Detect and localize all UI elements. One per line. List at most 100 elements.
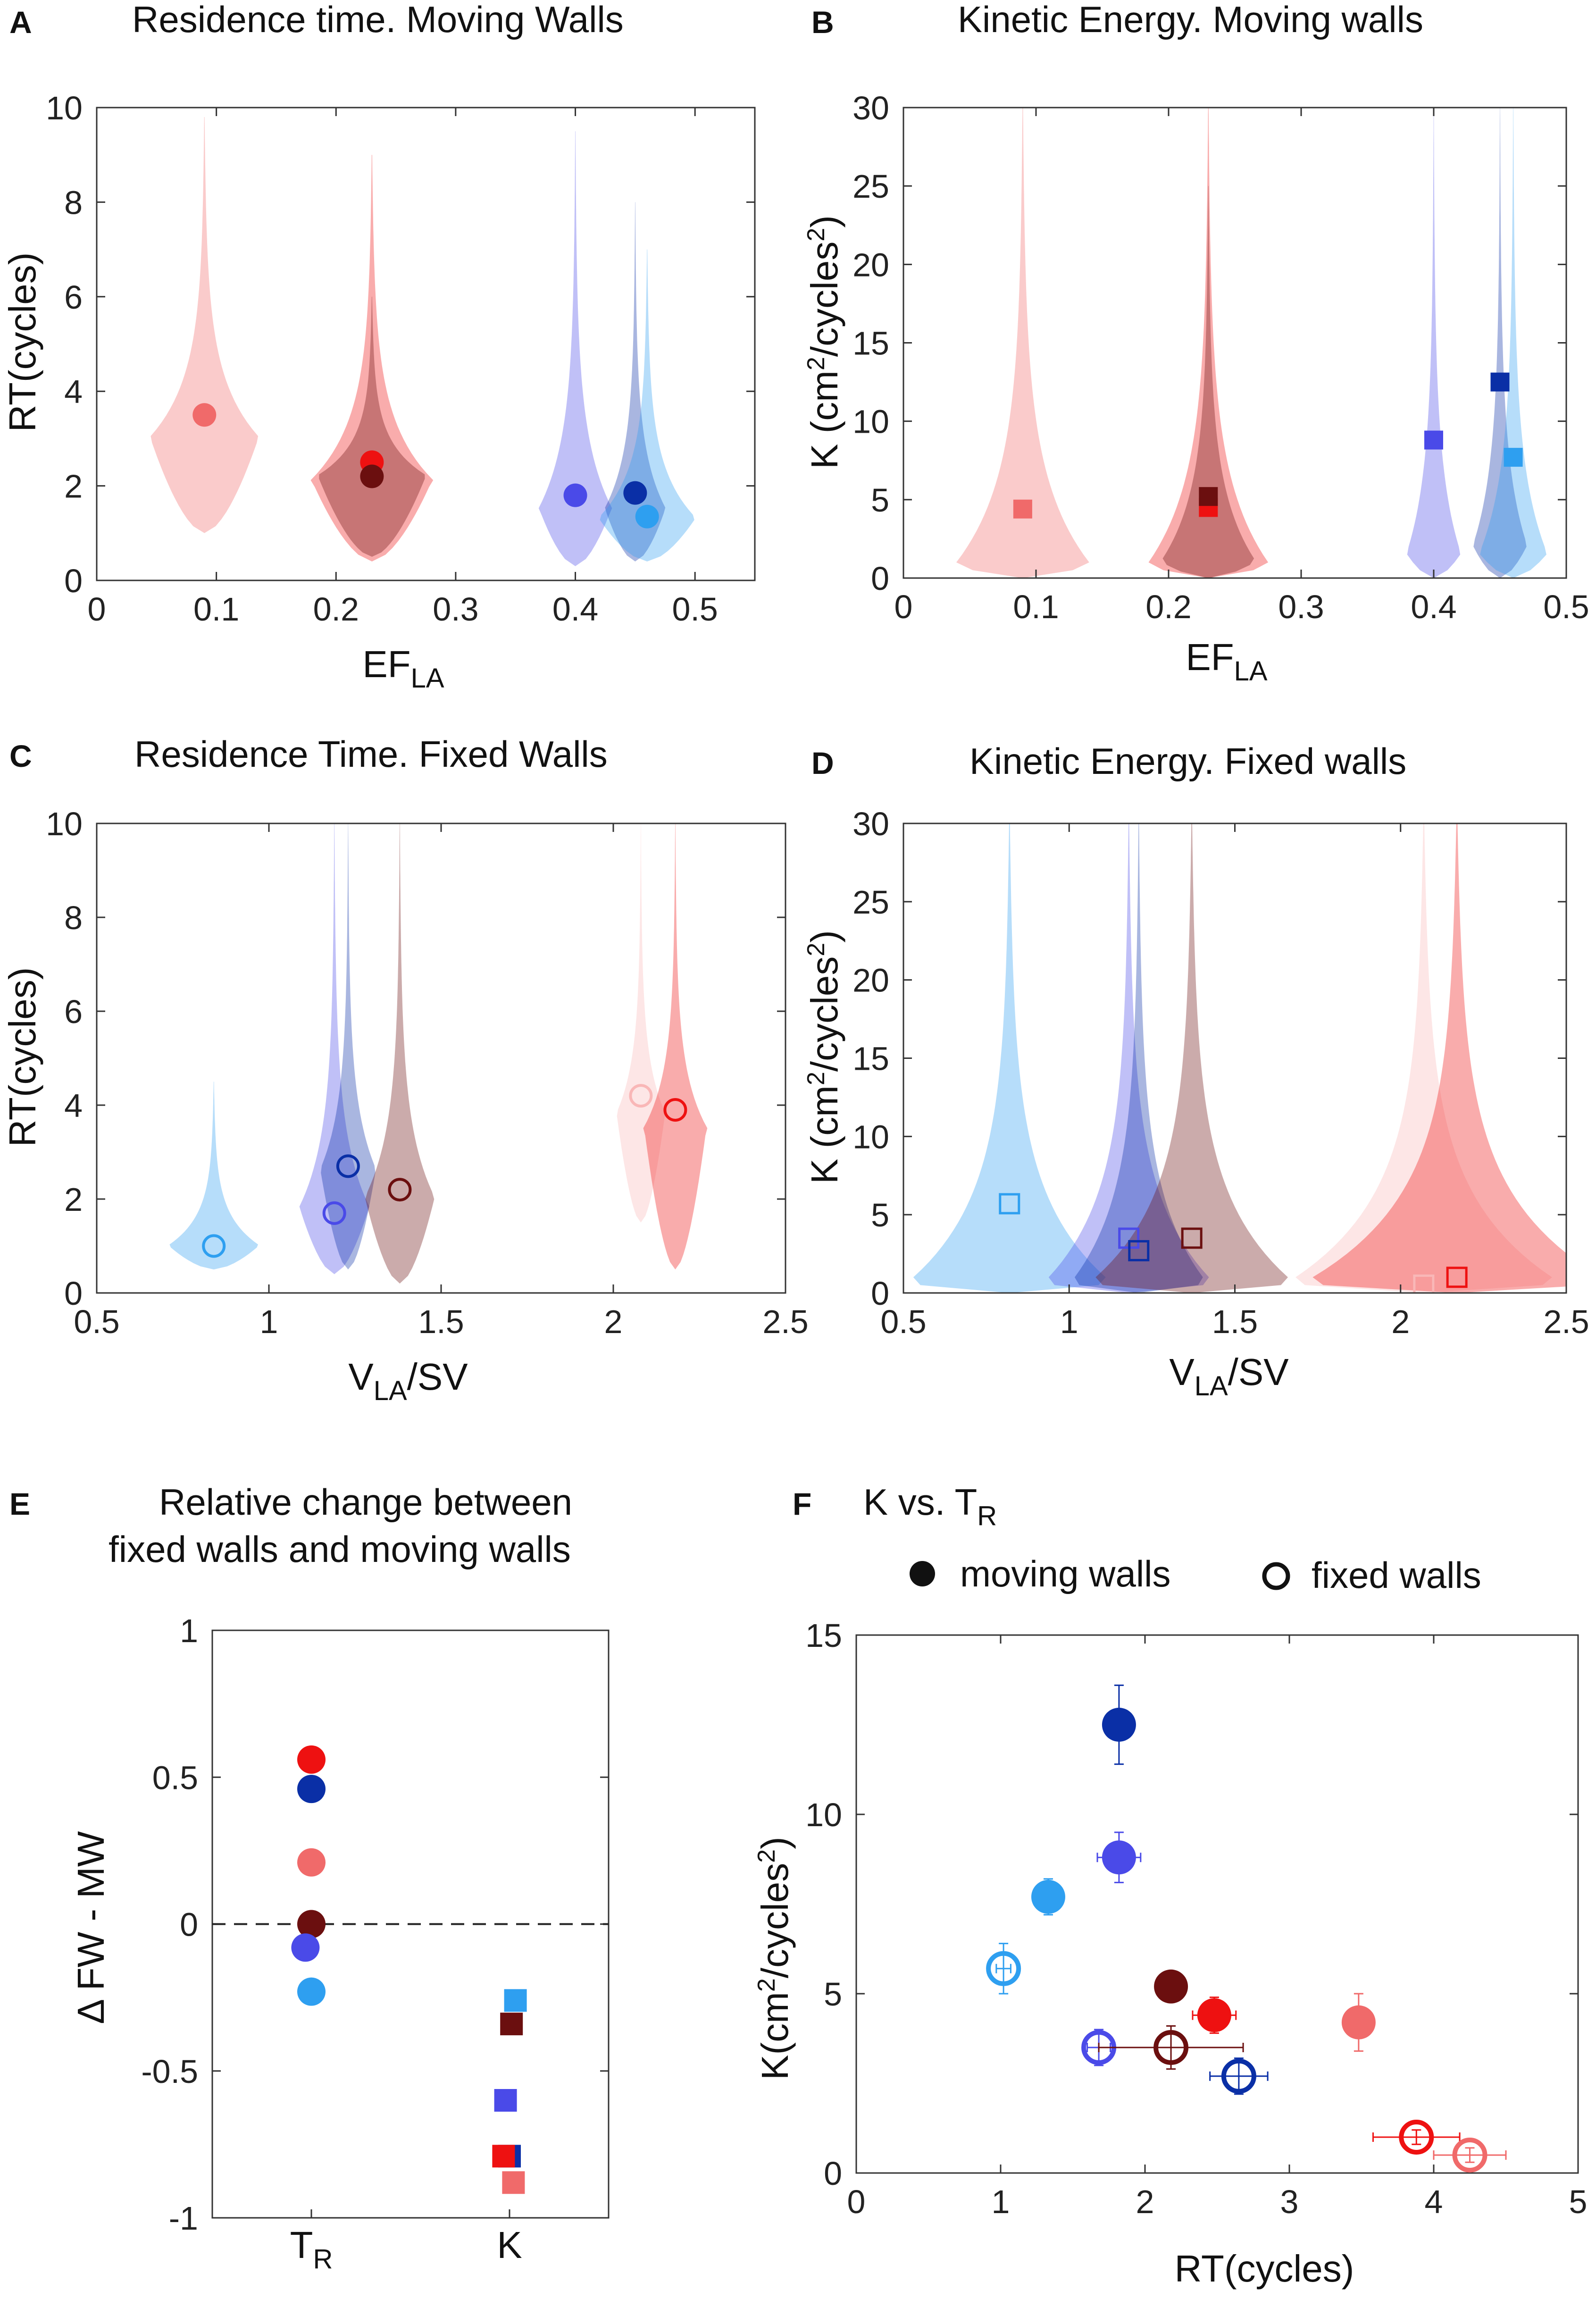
- ytick-label: -0.5: [141, 2053, 198, 2090]
- xtick-label: 0.1: [1013, 588, 1059, 625]
- point-8: [1153, 2030, 1189, 2065]
- ytick-label: 30: [852, 805, 889, 842]
- legend-filled-marker: [910, 1561, 935, 1586]
- point-2: [1031, 1879, 1065, 1914]
- median-marker-5: [635, 504, 659, 529]
- point-3: [297, 1910, 326, 1938]
- ytick-label: 25: [852, 168, 889, 205]
- ytick-label: 0: [180, 1906, 198, 1943]
- xtick-label-1: K: [497, 2224, 522, 2266]
- panel-c-title: Residence Time. Fixed Walls: [134, 733, 608, 775]
- violin-5: [1312, 823, 1566, 1293]
- panel-a-ylabel: RT(cycles): [1, 252, 43, 432]
- ytick-label: 8: [64, 184, 83, 221]
- median-marker-1: [322, 1201, 346, 1225]
- median-marker-2: [1128, 1240, 1150, 1261]
- ytick-label: 0.5: [152, 1759, 198, 1796]
- xtick-label: 0.4: [552, 591, 598, 628]
- violin-1: [299, 823, 369, 1275]
- xtick-label: 0.1: [193, 591, 239, 628]
- median-marker-3: [388, 1178, 412, 1202]
- violin-layer: [150, 117, 694, 566]
- panel-f-title: K vs. TR: [863, 1481, 997, 1531]
- xtick-label: 0: [847, 2183, 866, 2220]
- panel-e-ylabel: Δ FW - MW: [70, 1831, 112, 2024]
- panel-letter-b: B: [811, 5, 834, 40]
- point-10: [492, 2145, 515, 2168]
- xtick-label: 0.3: [1278, 588, 1324, 625]
- ytick-label: 25: [852, 884, 889, 921]
- violin-2: [319, 296, 425, 557]
- panel-a: A Residence time. Moving Walls RT(cycles…: [1, 0, 756, 694]
- point-9: [1221, 2058, 1256, 2094]
- violin-0: [913, 823, 1106, 1293]
- ytick-label: 15: [805, 1617, 842, 1654]
- violin-4: [605, 202, 666, 562]
- ytick-label: 1: [180, 1612, 198, 1649]
- xtick-label: 0.2: [313, 591, 359, 628]
- violin-5: [1480, 108, 1546, 578]
- panel-a-title: Residence time. Moving Walls: [132, 0, 624, 40]
- violin-1: [1048, 823, 1209, 1293]
- ytick-label: 10: [852, 1118, 889, 1155]
- point-5: [297, 1977, 326, 2006]
- median-marker-0: [202, 1234, 226, 1258]
- xtick-label: 1.5: [1212, 1303, 1258, 1340]
- ytick-label: 5: [871, 1197, 889, 1233]
- xtick-label: 2: [1136, 2183, 1154, 2220]
- panel-e-title-line1: Relative change between: [159, 1481, 572, 1523]
- panel-d-xlabel: VLA/SV: [1169, 1351, 1289, 1401]
- point-1: [1102, 1840, 1136, 1875]
- violin-4: [1473, 108, 1527, 578]
- ytick-label: 0: [824, 2155, 842, 2192]
- violin-4: [1295, 823, 1552, 1293]
- panel-a-xlabel: EFLA: [362, 643, 444, 694]
- xtick-label: 0.4: [1411, 588, 1456, 625]
- panel-letter-c: C: [9, 738, 32, 773]
- ytick-label: 30: [852, 90, 889, 126]
- violin-3: [1095, 823, 1288, 1293]
- xtick-label: 0: [88, 591, 106, 628]
- xtick-label-0: TR: [290, 2224, 333, 2274]
- panel-f-xlabel: RT(cycles): [1175, 2248, 1354, 2290]
- panel-c-ylabel: RT(cycles): [1, 967, 43, 1147]
- panel-d-title: Kinetic Energy. Fixed walls: [969, 740, 1406, 782]
- ytick-label: 5: [871, 482, 889, 519]
- violin-0: [150, 117, 259, 533]
- panel-f-ylabel: K(cm2/cycles2): [753, 1837, 796, 2080]
- median-marker-5: [1504, 448, 1523, 467]
- ytick-label: 0: [871, 560, 889, 597]
- ytick-label: 10: [46, 805, 83, 842]
- panel-f: F K vs. TR moving walls fixed walls K(cm…: [753, 1481, 1587, 2290]
- violin-5: [600, 249, 694, 562]
- point-4: [291, 1933, 320, 1962]
- point-8: [494, 2089, 517, 2112]
- legend-moving-walls: moving walls: [960, 1553, 1170, 1594]
- ytick-label: 10: [805, 1796, 842, 1833]
- panel-b-plot: 0 5 10 15 20 25 30 0 0.1 0.2 0.3 0.4 0.5: [852, 90, 1589, 625]
- violin-1: [310, 155, 434, 562]
- median-marker-3: [1424, 430, 1443, 450]
- xtick-label: 1: [260, 1303, 278, 1340]
- violin-3: [365, 823, 435, 1284]
- panel-letter-a: A: [9, 5, 32, 40]
- xtick-label: 2: [604, 1303, 623, 1340]
- xtick-label: 0.5: [672, 591, 718, 628]
- violin-3: [538, 131, 612, 566]
- xtick-label: 0.5: [1543, 588, 1589, 625]
- median-marker-4: [623, 481, 647, 505]
- panel-c-xlabel: VLA/SV: [348, 1356, 468, 1406]
- median-marker-5: [1446, 1267, 1468, 1288]
- median-marker-0: [192, 403, 217, 427]
- point-1: [297, 1775, 326, 1804]
- point-10: [1399, 2120, 1434, 2155]
- xtick-label: 3: [1280, 2183, 1299, 2220]
- legend-fixed-walls: fixed walls: [1312, 1554, 1481, 1596]
- legend-open-marker: [1262, 1562, 1290, 1590]
- violin-1: [1148, 108, 1269, 578]
- panel-letter-d: D: [811, 746, 834, 780]
- point-11: [1452, 2138, 1487, 2173]
- point-4: [1197, 1998, 1231, 2032]
- xtick-label: 2.5: [1543, 1303, 1589, 1340]
